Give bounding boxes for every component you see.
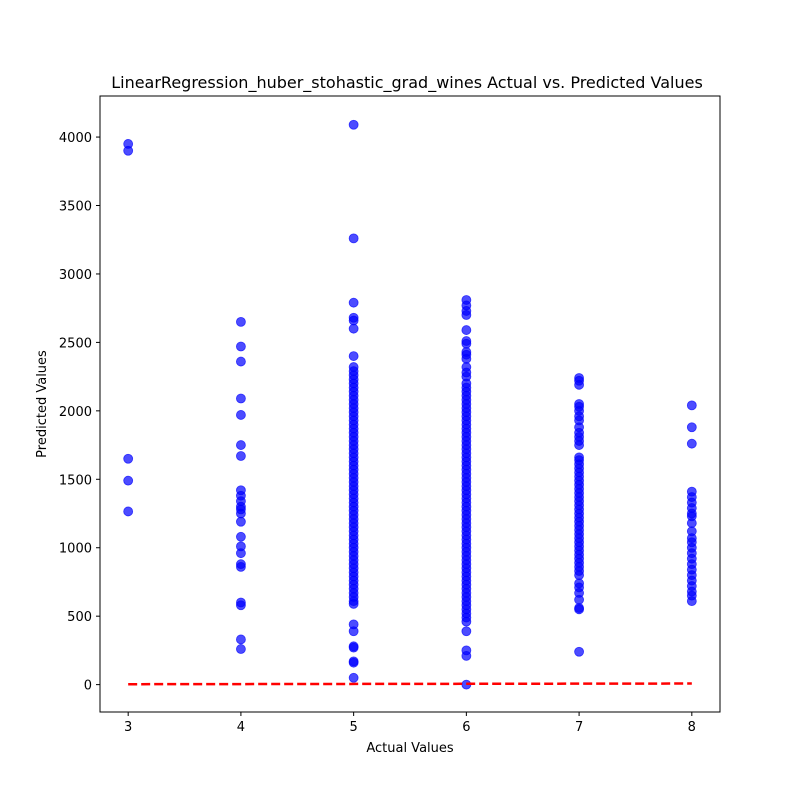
data-point [461,325,472,335]
data-point [348,233,359,244]
reference-line [128,682,692,686]
data-point [461,626,472,637]
data-point [574,570,584,581]
data-point [236,393,246,404]
plot-frame [99,95,721,713]
data-point [236,356,246,367]
data-point [236,341,246,352]
data-point [574,604,584,615]
y-tick-label: 2500 [59,336,92,351]
y-tick-label: 1500 [59,473,92,488]
x-tick-label: 6 [462,720,470,735]
x-tick-label: 5 [349,720,357,735]
data-point [236,561,246,572]
data-point [123,475,134,486]
x-tick-label: 4 [237,720,245,735]
data-point [461,353,472,364]
data-point [123,145,134,156]
data-point [348,657,359,668]
y-tick-label: 0 [84,679,92,694]
data-point [236,634,246,645]
data-point [574,440,584,450]
data-point [236,600,246,611]
data-point [686,518,697,528]
data-point [236,516,246,527]
y-tick-label: 2000 [59,405,92,420]
data-point [236,644,246,654]
data-point [348,323,359,334]
data-point [348,598,359,609]
data-point [236,440,246,450]
y-tick-label: 1000 [59,542,92,557]
x-tick-label: 8 [688,720,696,735]
data-point [686,422,697,433]
x-axis-label: Actual Values [366,741,454,756]
y-axis-label: Predicted Values [35,350,50,458]
plot-area: 3 4 5 6 7 8 0 500 1000 1500 2000 2500 3000 3500 4000 [59,95,721,735]
data-point [686,400,697,411]
x-tick-label: 7 [575,720,583,735]
data-point [348,315,359,326]
data-point [348,351,359,361]
chart-title: LinearRegression_huber_stohastic_grad_wi… [111,73,703,93]
data-point [461,616,472,627]
data-point [348,672,359,683]
data-point [348,297,359,308]
data-point [686,596,697,607]
data-point [574,594,584,605]
x-tick-label: 3 [124,720,132,735]
data-point [461,650,472,661]
data-point [686,438,697,449]
y-tick-label: 3000 [59,268,92,283]
data-point [236,548,246,559]
data-point [461,310,472,320]
data-point [461,338,472,349]
data-point [574,379,584,390]
data-point [348,119,359,130]
y-tick-label: 3500 [59,200,92,215]
data-point [236,451,246,461]
data-point [348,642,359,653]
data-point [236,316,246,327]
data-point [348,626,359,637]
data-point [236,410,246,420]
data-point [123,506,134,517]
data-point [236,508,246,519]
data-point [123,453,134,464]
data-point [236,531,246,542]
y-tick-label: 500 [67,610,92,625]
y-tick-label: 4000 [59,131,92,146]
data-point [574,646,584,657]
